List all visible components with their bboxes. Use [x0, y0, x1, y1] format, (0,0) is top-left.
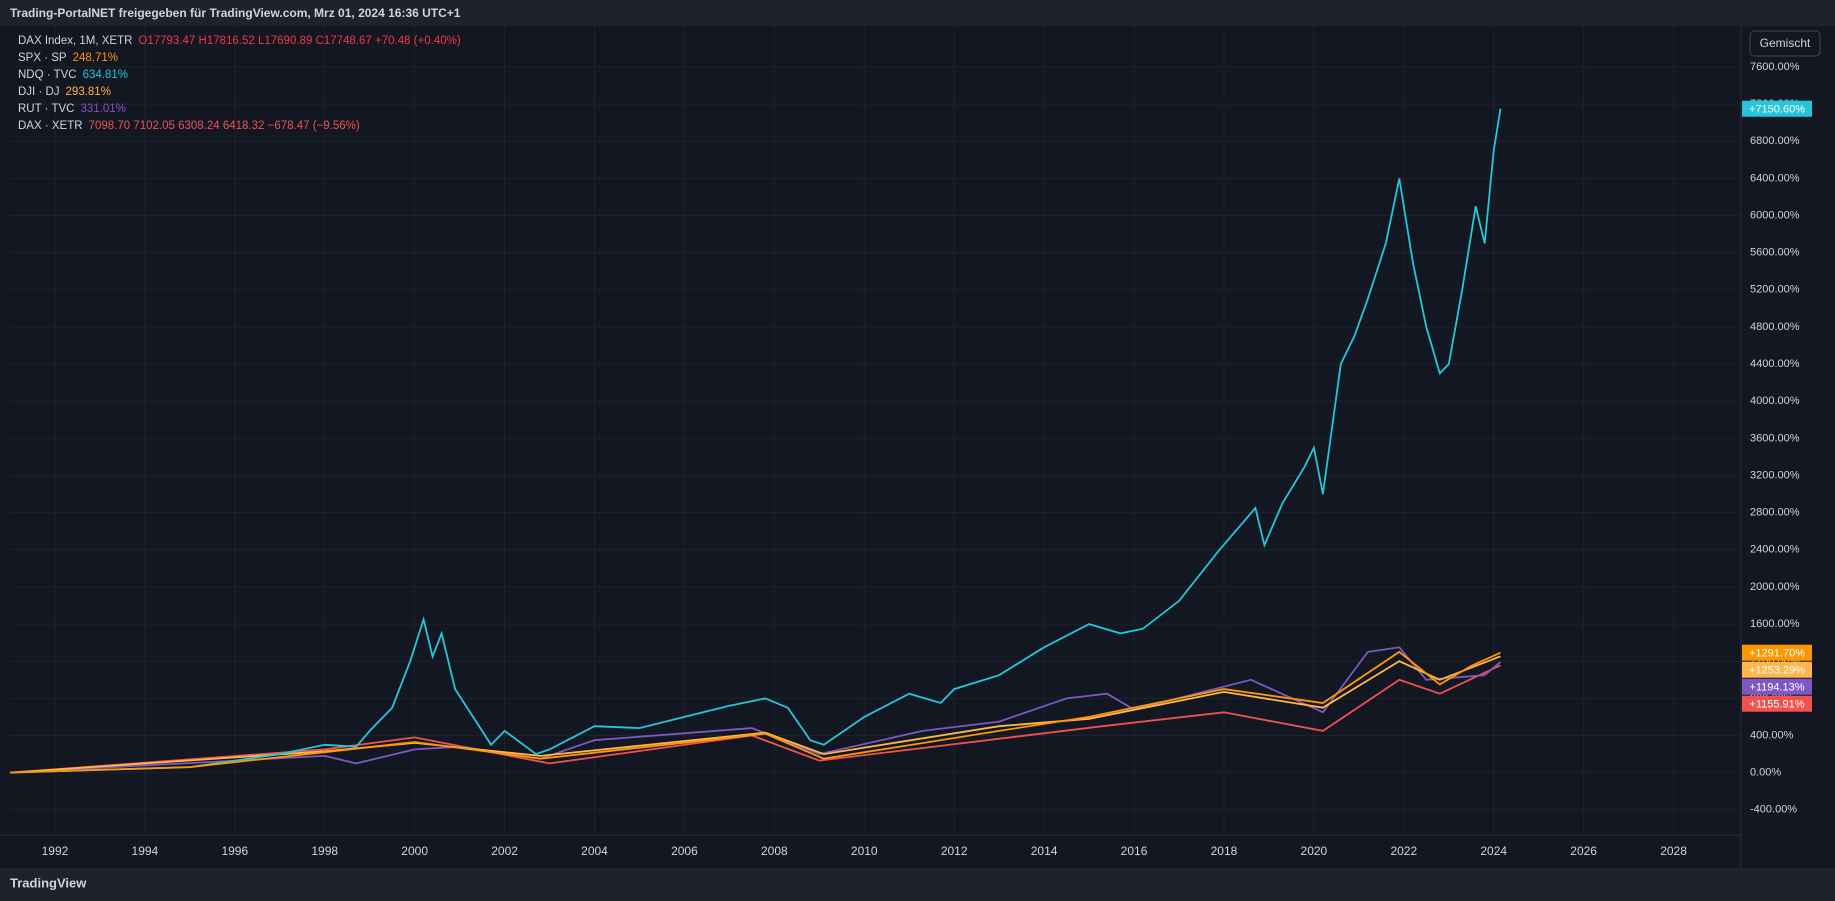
last-value-box	[1742, 661, 1812, 678]
series-line	[9, 650, 1501, 774]
last-value-label: +1253.29%	[1749, 665, 1805, 677]
y-tick-label: 4000.00%	[1750, 395, 1800, 407]
y-tick-label: 2400.00%	[1750, 544, 1800, 556]
x-tick-label: 1992	[42, 844, 69, 858]
series-line	[9, 108, 1502, 774]
y-tick-label: 2000.00%	[1750, 581, 1800, 593]
grid	[10, 26, 1741, 833]
last-value-label: +1155.91%	[1749, 699, 1804, 711]
header: Trading-PortalNET freigegeben für Tradin…	[10, 6, 461, 20]
y-tick-label: 2800.00%	[1750, 507, 1800, 519]
x-tick-label: 2008	[761, 844, 788, 858]
series-line	[9, 664, 1501, 774]
mode-button[interactable]	[1749, 30, 1821, 57]
y-tick-label: 400.00%	[1750, 729, 1794, 741]
legend-symbol: DJI · DJ	[18, 86, 60, 98]
legend-value: 248.71%	[73, 52, 118, 64]
y-tick-label: 4400.00%	[1750, 358, 1800, 370]
last-value-box	[1742, 100, 1812, 117]
last-value-box	[1742, 695, 1812, 712]
y-tick-label: 3200.00%	[1750, 469, 1800, 481]
x-tick-label: 2002	[491, 844, 518, 858]
x-tick-label: 2018	[1211, 844, 1238, 858]
last-value-label: +1194.13%	[1749, 682, 1804, 694]
last-value-label: +7150.60%	[1749, 104, 1805, 116]
x-tick-label: 2020	[1301, 844, 1328, 858]
y-tick-label: 6800.00%	[1750, 135, 1800, 147]
x-tick-label: 1994	[132, 844, 159, 858]
footer-logo: TradingView	[10, 875, 87, 890]
x-tick-label: 2010	[851, 844, 878, 858]
legend-symbol: NDQ · TVC	[18, 69, 77, 81]
last-value-label: +1291.70%	[1749, 648, 1805, 660]
mode-label[interactable]: Gemischt	[1760, 36, 1811, 50]
x-tick-label: 1996	[221, 844, 248, 858]
x-tick-label: 2016	[1121, 844, 1148, 858]
series-line	[9, 646, 1502, 774]
y-tick-label: 6000.00%	[1750, 209, 1800, 221]
x-tick-label: 2006	[671, 844, 698, 858]
x-tick-label: 2004	[581, 844, 608, 858]
top-bar	[0, 0, 1835, 26]
last-value-box	[1742, 644, 1812, 661]
legend-value: 634.81%	[83, 69, 128, 81]
y-tick-label: 7600.00%	[1750, 61, 1800, 73]
y-tick-label: 1600.00%	[1750, 618, 1800, 630]
y-tick-label: 5600.00%	[1750, 247, 1800, 259]
y-tick-label: 3600.00%	[1750, 432, 1800, 444]
x-tick-label: 2012	[941, 844, 968, 858]
y-tick-label: 4800.00%	[1750, 321, 1800, 333]
legend-symbol: DAX · XETR	[18, 120, 83, 132]
x-tick-label: 1998	[311, 844, 338, 858]
y-tick-label: 0.00%	[1750, 767, 1781, 779]
legend-symbol: SPX · SP	[18, 52, 67, 64]
x-tick-label: 2000	[401, 844, 428, 858]
last-value-box	[1742, 678, 1812, 695]
legend-value: 331.01%	[80, 103, 125, 115]
y-tick-label: 6400.00%	[1750, 172, 1800, 184]
legend-symbol: RUT · TVC	[18, 103, 74, 115]
x-tick-label: 2026	[1570, 844, 1597, 858]
x-tick-label: 2022	[1390, 844, 1417, 858]
y-tick-label: -400.00%	[1750, 804, 1797, 816]
x-tick-label: 2028	[1660, 844, 1687, 858]
x-tick-label: 2024	[1480, 844, 1507, 858]
legend-value: 293.81%	[66, 86, 111, 98]
legend-value: 7098.70 7102.05 6308.24 6418.32 −678.47 …	[89, 120, 360, 132]
x-tick-label: 2014	[1031, 844, 1058, 858]
legend-value: O17793.47 H17816.52 L17690.89 C17748.67 …	[138, 35, 460, 47]
footer-bar	[0, 868, 1835, 901]
legend-symbol: DAX Index, 1M, XETR	[18, 35, 132, 47]
y-tick-label: 5200.00%	[1750, 284, 1800, 296]
